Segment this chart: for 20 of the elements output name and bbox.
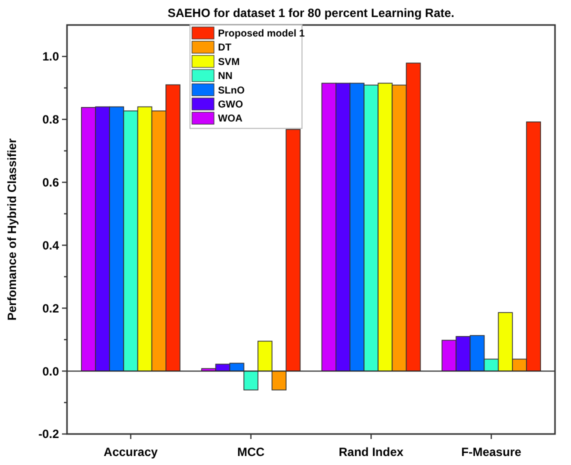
legend-label: DT [218,42,232,54]
legend-label: SLnO [218,85,245,96]
y-tick-label: 0.4 [42,238,60,252]
x-tick-label: Rand Index [338,445,404,459]
legend-label: Proposed model 1 [218,28,306,40]
y-tick-label: -0.2 [38,427,60,442]
x-tick-label: F-Measure [461,445,522,459]
legend-label: SVM [218,56,240,68]
x-tick-label: MCC [237,445,265,459]
y-tick-label: 0.8 [42,112,60,127]
y-tick-label: 0.2 [42,301,60,316]
x-tick-label: Accuracy [104,445,158,459]
chart-title: SAEHO for dataset 1 for 80 percent Learning Rate. [168,6,454,20]
legend-label: GWO [218,100,244,110]
y-axis-title: Perfomance of Hybrid Classifier [5,138,19,321]
y-tick-label: 1.0 [42,50,60,64]
y-tick-label: 0.0 [42,364,60,378]
legend-label: WOA [218,114,242,125]
y-tick-label: 0.6 [42,176,60,190]
legend-label: NN [218,71,232,82]
